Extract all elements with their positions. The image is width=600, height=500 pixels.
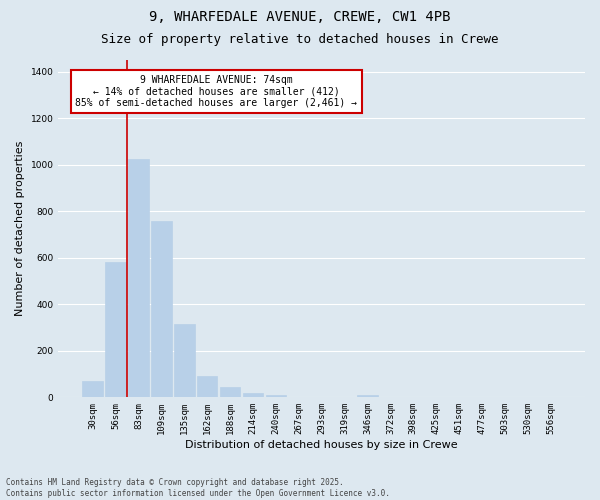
Bar: [151, 220, 172, 398]
Bar: [197, 376, 217, 398]
Bar: [220, 388, 241, 398]
Bar: [357, 394, 378, 398]
Bar: [105, 262, 126, 398]
Text: Size of property relative to detached houses in Crewe: Size of property relative to detached ho…: [101, 32, 499, 46]
Text: 9, WHARFEDALE AVENUE, CREWE, CW1 4PB: 9, WHARFEDALE AVENUE, CREWE, CW1 4PB: [149, 10, 451, 24]
X-axis label: Distribution of detached houses by size in Crewe: Distribution of detached houses by size …: [185, 440, 458, 450]
Text: Contains HM Land Registry data © Crown copyright and database right 2025.
Contai: Contains HM Land Registry data © Crown c…: [6, 478, 390, 498]
Y-axis label: Number of detached properties: Number of detached properties: [15, 141, 25, 316]
Bar: [266, 395, 286, 398]
Text: 9 WHARFEDALE AVENUE: 74sqm
← 14% of detached houses are smaller (412)
85% of sem: 9 WHARFEDALE AVENUE: 74sqm ← 14% of deta…: [76, 75, 358, 108]
Bar: [242, 392, 263, 398]
Bar: [128, 159, 149, 398]
Bar: [174, 324, 194, 398]
Bar: [82, 381, 103, 398]
